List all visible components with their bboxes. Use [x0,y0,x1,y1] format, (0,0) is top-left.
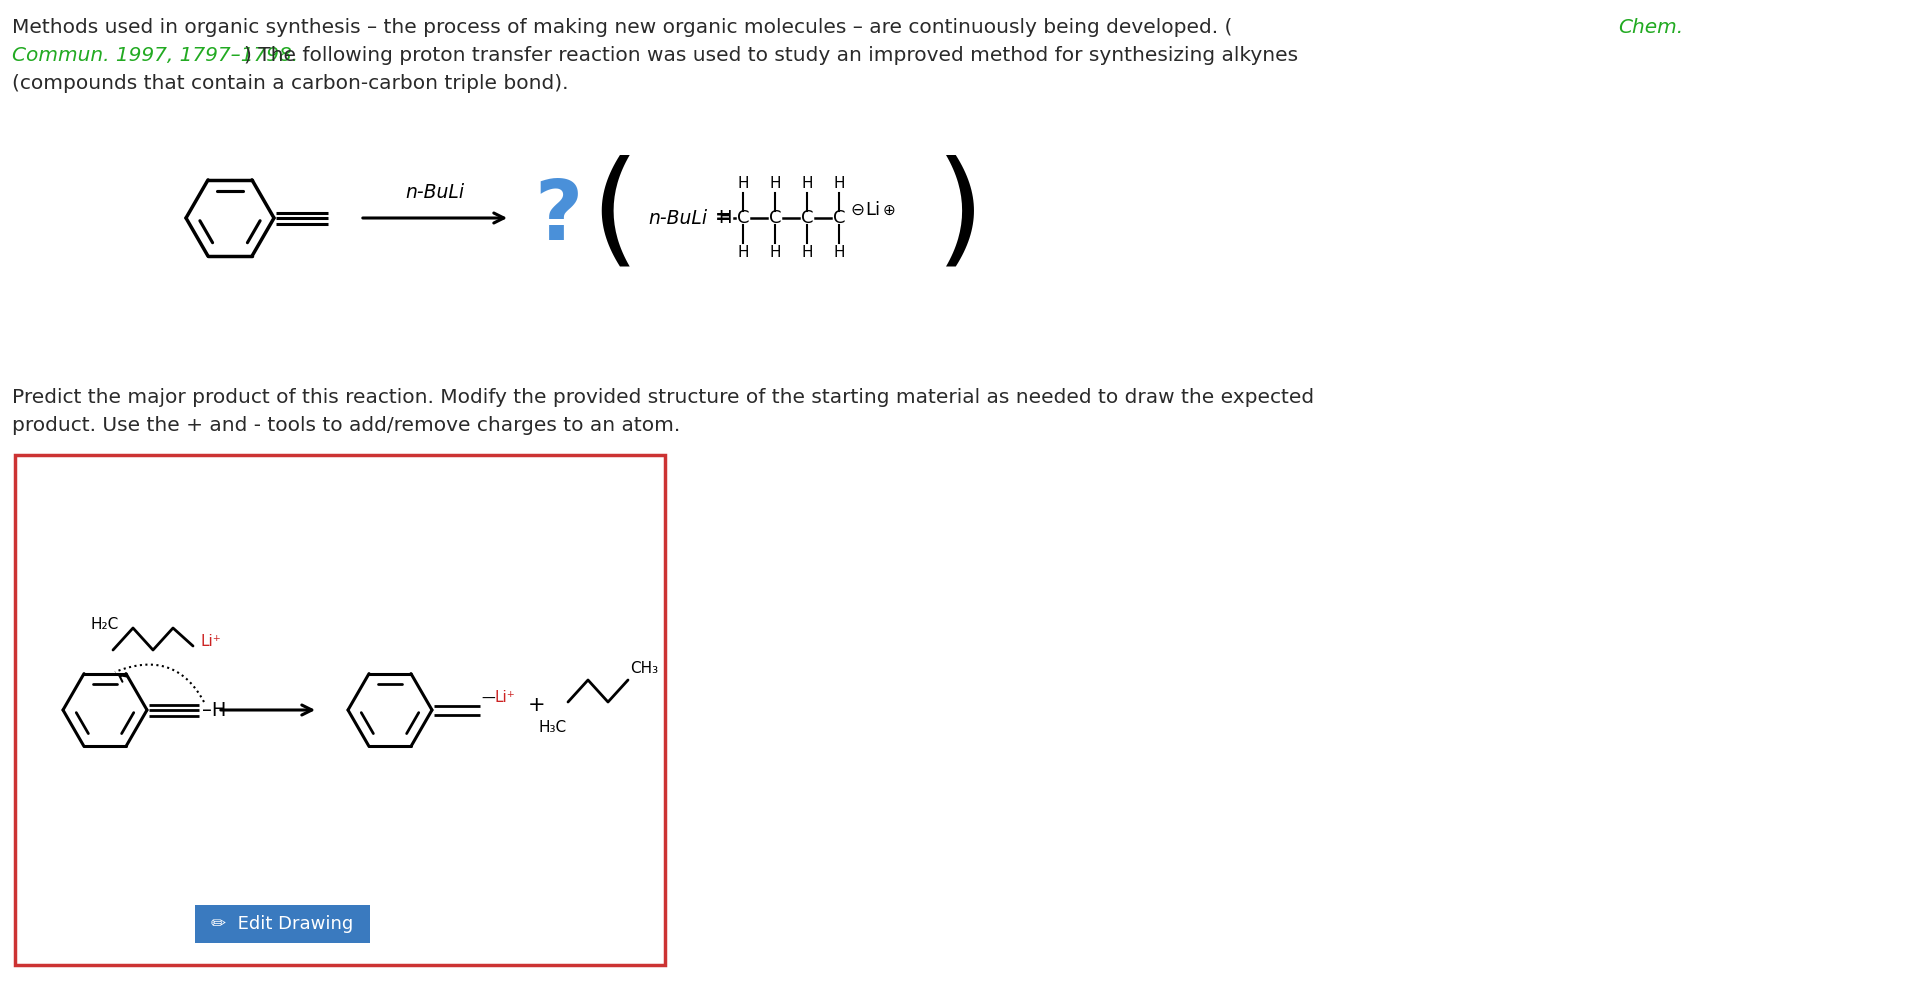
Text: H: H [834,176,846,191]
Text: n-BuLi: n-BuLi [648,208,707,227]
Text: ): ) [936,155,984,276]
Text: Li⁺: Li⁺ [202,635,221,650]
Text: H₂C: H₂C [90,617,119,632]
Text: =: = [715,208,730,227]
Text: Predict the major product of this reaction. Modify the provided structure of the: Predict the major product of this reacti… [12,388,1315,407]
Text: (compounds that contain a carbon-carbon triple bond).: (compounds that contain a carbon-carbon … [12,74,569,93]
Text: Li⁺: Li⁺ [494,690,515,705]
Text: C: C [736,209,750,227]
Text: C: C [769,209,780,227]
Text: ✏  Edit Drawing: ✏ Edit Drawing [211,915,354,933]
Text: C: C [801,209,813,227]
Text: —: — [480,692,494,706]
Text: product. Use the + and - tools to add/remove charges to an atom.: product. Use the + and - tools to add/re… [12,416,680,435]
Text: H: H [738,245,750,260]
Text: H: H [769,245,780,260]
Text: Methods used in organic synthesis – the process of making new organic molecules : Methods used in organic synthesis – the … [12,18,1232,37]
Bar [15,455,665,965]
Text: (: ( [590,155,640,276]
Text: ⊖: ⊖ [850,201,863,219]
Text: Chem.: Chem. [1618,18,1684,37]
Text: H₃C: H₃C [538,720,567,735]
Text: Li: Li [865,201,880,219]
Text: H: H [769,176,780,191]
Text: CH₃: CH₃ [630,661,657,676]
Text: H: H [834,245,846,260]
Text: H: H [801,245,813,260]
Text: n-BuLi: n-BuLi [406,183,465,202]
Text: –H: –H [202,700,227,719]
Text: ⊕: ⊕ [882,202,896,217]
Text: ?: ? [534,176,582,257]
Text: +: + [529,695,546,715]
Text: C: C [832,209,846,227]
Text: H: H [738,176,750,191]
Text: ) The following proton transfer reaction was used to study an improved method fo: ) The following proton transfer reaction… [244,46,1297,65]
Text: Commun. 1997, 1797–1798.: Commun. 1997, 1797–1798. [12,46,298,65]
Bar [194,905,371,943]
Text: H: H [719,209,732,227]
Text: H: H [801,176,813,191]
